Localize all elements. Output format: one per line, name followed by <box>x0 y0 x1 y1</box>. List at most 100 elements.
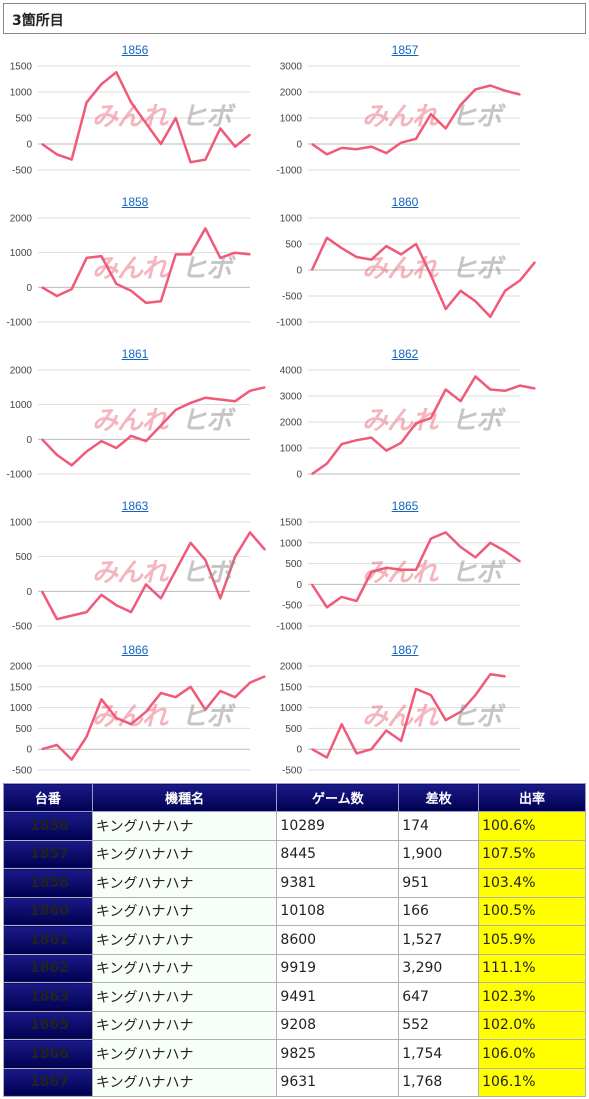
data-point <box>219 690 222 692</box>
data-point <box>355 439 358 441</box>
chart-title-link[interactable]: 1857 <box>391 43 419 57</box>
data-point <box>400 740 402 742</box>
data-point <box>474 556 477 559</box>
game-count-cell: 9208 <box>276 1010 400 1040</box>
data-point <box>56 295 58 297</box>
data-point <box>115 604 118 606</box>
machine-no-cell: 1865 <box>3 1010 93 1040</box>
y-tick-label: 0 <box>26 435 32 446</box>
data-point <box>234 555 236 558</box>
data-point <box>326 153 328 156</box>
chart-title-link[interactable]: 1856 <box>121 43 149 57</box>
chart-1865: 1865 1500 1000 500 0 -500 -1000 みんれ ヒボ <box>270 496 540 646</box>
data-point <box>115 71 118 74</box>
chart-title-link[interactable]: 1858 <box>121 195 149 209</box>
data-point <box>326 462 328 465</box>
machine-name-cell: キングハナハナ <box>91 811 278 841</box>
data-point <box>264 548 266 551</box>
y-tick-label: -500 <box>12 622 32 633</box>
data-point <box>326 606 328 609</box>
payout-rate-cell: 106.1% <box>478 1067 586 1097</box>
data-point <box>130 101 132 104</box>
machine-no-cell: 1861 <box>3 925 93 955</box>
chart-title-link[interactable]: 1865 <box>391 499 419 513</box>
y-tick-label: -1000 <box>6 318 32 329</box>
game-count-cell: 9631 <box>276 1067 400 1097</box>
data-point <box>174 409 177 411</box>
data-point <box>115 447 118 449</box>
data-point <box>70 464 73 467</box>
diff-cell: 647 <box>398 982 480 1012</box>
chart-1863: 1863 1000 500 0 -500 みんれ ヒボ <box>0 496 270 646</box>
y-tick-label: 500 <box>15 724 32 735</box>
table-row: 1862 キングハナハナ 9919 3,290 111.1% <box>3 953 586 983</box>
y-tick-label: 1000 <box>280 214 303 225</box>
chart-title-link[interactable]: 1867 <box>391 643 419 657</box>
series-line <box>41 70 251 164</box>
y-tick-label: 0 <box>26 745 32 756</box>
line-chart: 2000 1000 0 -1000 <box>6 214 251 329</box>
data-point <box>385 449 388 452</box>
table-body: 1856 キングハナハナ 10289 174 100.6% 1857 キングハナハナ 8445… <box>3 811 586 1097</box>
data-point <box>115 283 118 285</box>
data-point <box>70 288 73 290</box>
table-row: 1858 キングハナハナ 9381 951 103.4% <box>3 868 586 898</box>
line-chart: 1000 500 0 -500 -1000 <box>276 214 536 329</box>
y-tick-label: 1500 <box>10 682 33 693</box>
y-tick-label: 1000 <box>280 703 303 714</box>
y-tick-label: -1000 <box>276 166 302 177</box>
y-tick-label: 0 <box>296 140 302 151</box>
data-point <box>519 279 521 282</box>
payout-rate-cell: 100.6% <box>478 811 586 841</box>
line-chart: 2000 1500 1000 500 0 -500 <box>10 662 266 777</box>
data-point <box>204 227 207 230</box>
data-point <box>130 723 132 726</box>
line-chart: 4000 3000 2000 1000 0 <box>280 366 536 481</box>
y-tick-label: -1000 <box>276 622 302 633</box>
y-tick-label: 1000 <box>10 400 33 411</box>
data-point <box>370 436 373 439</box>
data-point <box>430 113 432 115</box>
data-point <box>489 316 492 318</box>
y-tick-label: 4000 <box>280 366 303 377</box>
y-tick-label: -500 <box>282 601 302 612</box>
machine-no-cell: 1860 <box>3 896 93 926</box>
data-point <box>234 696 236 698</box>
chart-title-link[interactable]: 1862 <box>391 347 419 361</box>
game-count-cell: 9919 <box>276 953 400 983</box>
table-header-row: 台番 機種名 ゲーム数 差枚 出率 <box>3 783 586 812</box>
payout-rate-cell: 102.3% <box>478 982 586 1012</box>
chart-title-link[interactable]: 1861 <box>121 347 149 361</box>
data-point <box>355 148 358 150</box>
data-point <box>56 153 58 156</box>
machine-name-cell: キングハナハナ <box>91 868 278 898</box>
data-point <box>444 719 447 721</box>
chart-title-link[interactable]: 1863 <box>121 499 149 513</box>
line-chart: 2000 1500 1000 500 0 -500 <box>280 662 520 777</box>
header-game-count: ゲーム数 <box>276 783 400 812</box>
data-point <box>160 692 162 694</box>
series-line <box>41 675 266 761</box>
y-tick-label: 2000 <box>10 366 33 377</box>
y-tick-label: -500 <box>12 166 32 177</box>
data-point <box>504 89 506 92</box>
header-payout-rate: 出率 <box>478 783 586 812</box>
y-tick-label: -500 <box>282 292 302 303</box>
y-tick-label: 0 <box>296 580 302 591</box>
data-point <box>444 308 447 310</box>
diff-cell: 1,768 <box>398 1067 480 1097</box>
data-point <box>145 122 147 124</box>
y-tick-label: 2000 <box>10 214 33 225</box>
chart-title-link[interactable]: 1866 <box>121 643 149 657</box>
y-tick-label: 1500 <box>280 682 303 693</box>
series-line <box>310 236 536 319</box>
data-point <box>459 546 462 548</box>
chart-title-link[interactable]: 1860 <box>391 195 419 209</box>
series-line <box>311 375 536 476</box>
data-point <box>249 253 251 256</box>
data-point <box>234 145 236 148</box>
data-point <box>370 571 373 573</box>
machine-name-cell: キングハナハナ <box>91 896 278 926</box>
game-count-cell: 9825 <box>276 1039 400 1069</box>
table-row: 1857 キングハナハナ 8445 1,900 107.5% <box>3 839 586 869</box>
